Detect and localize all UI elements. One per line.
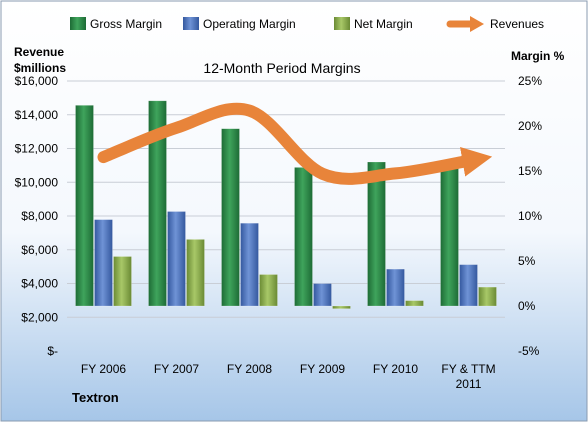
gross-margin-bar: [294, 167, 313, 307]
company-label: Textron: [72, 390, 119, 405]
right-axis-tick-label: 5%: [518, 254, 536, 268]
category-label: FY 2008: [227, 362, 272, 376]
category-label: FY 2006: [81, 362, 126, 376]
gross-margin-bar: [367, 161, 386, 307]
left-axis-title: Revenue: [14, 45, 64, 59]
operating-margin-bar: [459, 264, 478, 307]
revenues-legend-label: Revenues: [490, 17, 544, 31]
left-axis-title: $millions: [14, 61, 66, 75]
left-axis-tick-label: $12,000: [15, 142, 59, 156]
left-axis-tick-label: $-: [47, 344, 58, 358]
revenues-line: [97, 102, 493, 185]
operating-margin-bar: [94, 219, 113, 307]
left-axis-tick-label: $16,000: [15, 74, 59, 88]
operating-margin-bar: [386, 268, 405, 307]
gross-margin-bar: [221, 128, 240, 307]
gross-margin-bar: [148, 100, 167, 307]
right-axis-tick-label: -5%: [518, 344, 540, 358]
net-margin-bar: [113, 256, 132, 307]
left-axis-tick-label: $2,000: [21, 310, 58, 324]
operating-margin-bar: [167, 211, 186, 307]
right-axis-title: Margin %: [511, 49, 565, 63]
category-label: FY 2007: [154, 362, 199, 376]
net-margin-bar: [332, 305, 351, 309]
net-margin-bar: [186, 239, 205, 307]
chart-title: 12-Month Period Margins: [203, 60, 360, 76]
gross-margin-legend-swatch: [70, 17, 86, 30]
left-axis-tick-label: $14,000: [15, 108, 59, 122]
net-margin-bar: [478, 286, 497, 307]
left-axis-tick-label: $4,000: [21, 277, 58, 291]
right-axis-tick-label: 25%: [518, 74, 542, 88]
net-margin-legend-swatch: [334, 17, 350, 30]
net-margin-bar: [405, 300, 424, 307]
gross-margin-legend-label: Gross Margin: [90, 17, 162, 31]
net-margin-legend-label: Net Margin: [354, 17, 413, 31]
left-axis-tick-label: $8,000: [21, 209, 58, 223]
right-axis-tick-label: 20%: [518, 119, 542, 133]
category-label: FY 2010: [373, 362, 418, 376]
category-label: FY 2009: [300, 362, 345, 376]
right-axis-tick-label: 0%: [518, 299, 536, 313]
left-axis-tick-label: $6,000: [21, 243, 58, 257]
revenues-legend-arrow: [470, 16, 484, 32]
operating-margin-legend-label: Operating Margin: [203, 17, 296, 31]
operating-margin-bar: [240, 222, 259, 307]
gross-margin-bar: [440, 164, 459, 307]
category-label: FY & TTM: [441, 362, 495, 376]
right-axis-tick-label: 15%: [518, 164, 542, 178]
operating-margin-bar: [313, 283, 332, 307]
left-axis-tick-label: $10,000: [15, 175, 59, 189]
net-margin-bar: [259, 274, 278, 307]
gross-margin-bar: [75, 105, 94, 307]
right-axis-tick-label: 10%: [518, 209, 542, 223]
operating-margin-legend-swatch: [183, 17, 199, 30]
category-label: 2011: [456, 377, 482, 391]
